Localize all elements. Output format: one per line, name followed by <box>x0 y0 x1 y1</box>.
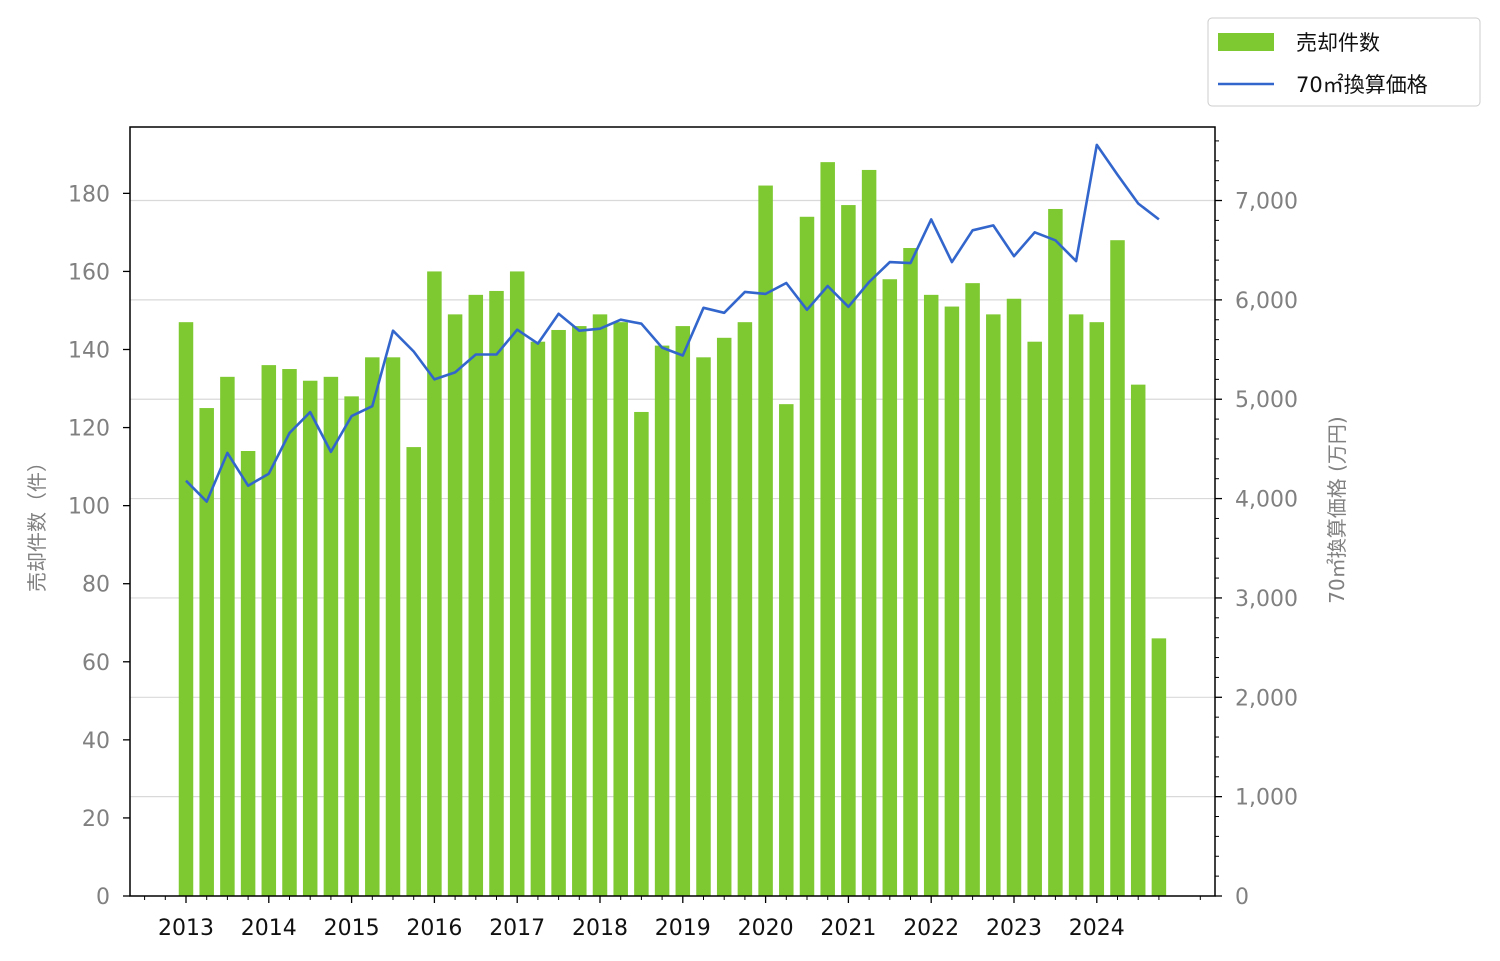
bar <box>572 326 587 897</box>
legend-box <box>1207 17 1481 107</box>
bar <box>696 357 711 896</box>
x-tick-label: 2024 <box>1069 916 1125 941</box>
x-tick-label: 2021 <box>820 916 876 941</box>
x-tick-label: 2023 <box>986 916 1042 941</box>
plot-frame <box>129 126 1216 897</box>
bar <box>302 380 318 896</box>
bar <box>965 283 980 897</box>
bar <box>1151 638 1167 896</box>
y-right-tick-label: 7,000 <box>1235 190 1298 215</box>
legend-label-line: 70㎡換算価格 <box>1296 73 1428 97</box>
bar <box>654 345 670 896</box>
bar <box>1068 314 1084 896</box>
x-tick-label: 2017 <box>489 916 545 941</box>
bar <box>427 271 442 896</box>
bar <box>509 271 525 896</box>
y-left-tick-label: 100 <box>68 495 110 520</box>
bar-series <box>178 162 1167 897</box>
bar <box>1027 341 1042 896</box>
bar <box>903 248 918 897</box>
y-right-tick-label: 2,000 <box>1235 686 1298 711</box>
y-left-tick-label: 20 <box>82 807 110 832</box>
line-series <box>185 143 1160 503</box>
y-right-tick-label: 0 <box>1235 885 1249 910</box>
bar <box>986 314 1001 896</box>
bar <box>592 314 608 896</box>
bar <box>799 216 815 896</box>
bar <box>758 185 773 897</box>
bar <box>861 169 877 896</box>
legend-label-bar: 売却件数 <box>1296 31 1380 55</box>
bar <box>675 326 691 897</box>
y-right-tick-label: 4,000 <box>1235 488 1298 513</box>
x-tick-label: 2016 <box>406 916 462 941</box>
y-axis-label-left: 売却件数（件） <box>25 452 49 592</box>
bar <box>923 294 939 896</box>
bar <box>1048 208 1063 897</box>
bar <box>282 369 297 897</box>
y-right-tick-label: 3,000 <box>1235 587 1298 612</box>
bar <box>841 205 856 897</box>
y-left-tick-label: 0 <box>96 885 110 910</box>
axes <box>129 126 1216 897</box>
y-right-tick-label: 5,000 <box>1235 388 1298 413</box>
x-tick-label: 2014 <box>241 916 297 941</box>
y-axis-label-right: 70㎡換算価格 (万円) <box>1325 416 1349 603</box>
bar <box>1110 240 1125 896</box>
bar <box>551 329 566 897</box>
bar <box>716 337 732 896</box>
bar <box>344 396 359 896</box>
bar <box>944 306 960 896</box>
y-right-tick-label: 6,000 <box>1235 289 1298 314</box>
bar <box>1130 384 1146 896</box>
y-left-tick-label: 80 <box>82 573 110 598</box>
bar <box>261 365 277 896</box>
ticks: 0 20 40 60 80 100 120 140 160 180 0 1,000 2,000 3,000… <box>68 140 1298 941</box>
y-left-tick-label: 140 <box>68 339 110 364</box>
bar <box>737 322 753 896</box>
bar <box>779 404 794 896</box>
bar <box>1089 322 1105 896</box>
legend-swatch-bar <box>1218 33 1274 51</box>
line-path <box>185 143 1160 503</box>
x-tick-label: 2015 <box>324 916 380 941</box>
y-left-tick-label: 160 <box>68 260 110 285</box>
bar <box>820 162 835 897</box>
bar <box>634 411 649 896</box>
y-left-tick-label: 180 <box>68 182 110 207</box>
x-tick-label: 2020 <box>738 916 794 941</box>
bar <box>468 294 484 896</box>
y-left-tick-label: 60 <box>82 651 110 676</box>
bar <box>365 357 380 896</box>
y-left-tick-label: 120 <box>68 417 110 442</box>
bar <box>220 376 235 897</box>
bar <box>1006 298 1022 896</box>
bar <box>530 341 546 896</box>
legend: 売却件数 70㎡換算価格 <box>1207 17 1481 107</box>
y-left-tick-label: 40 <box>82 729 110 754</box>
bar <box>406 447 421 896</box>
bar <box>178 322 194 896</box>
bar <box>323 376 339 897</box>
bar <box>199 408 214 896</box>
bar <box>240 450 256 896</box>
y-right-tick-label: 1,000 <box>1235 786 1298 811</box>
x-tick-label: 2018 <box>572 916 628 941</box>
x-tick-label: 2019 <box>655 916 711 941</box>
x-tick-label: 2013 <box>158 916 214 941</box>
x-tick-label: 2022 <box>903 916 959 941</box>
bar <box>385 357 401 896</box>
bar <box>613 322 628 896</box>
bar <box>882 279 898 896</box>
bar <box>489 290 504 897</box>
bar <box>447 314 463 896</box>
